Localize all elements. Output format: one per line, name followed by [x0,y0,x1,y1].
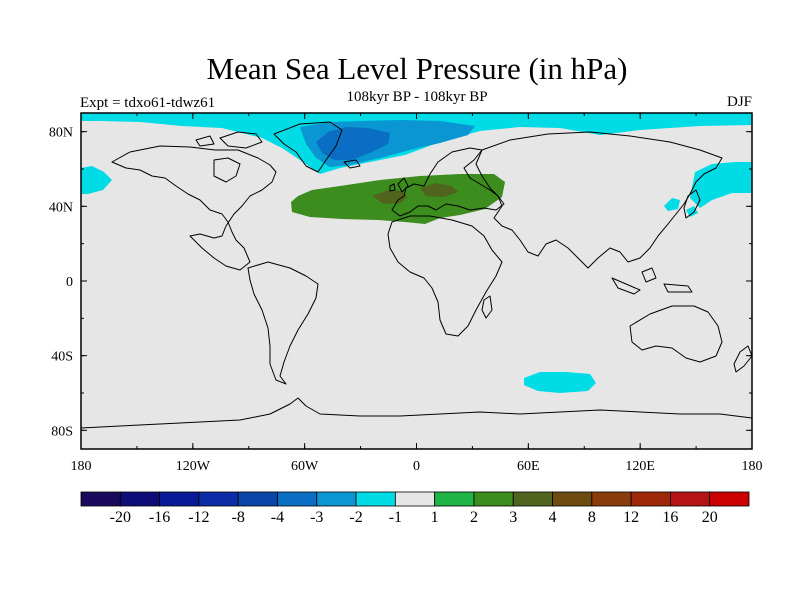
colorbar-label: -3 [310,509,323,526]
colorbar-swatch [591,491,632,507]
colorbar-swatch [277,491,318,507]
coastline-british-isles [389,177,409,193]
colorbar-label: -2 [349,509,362,526]
colorbar-label: -20 [110,509,131,526]
lat-tick-label: 80N [49,126,73,141]
coastline-madagascar [481,295,493,319]
colorbar-label: -8 [232,509,245,526]
axis-ticks: 80N 40N 0 40S 80S 180 120W 60W 0 60E 120E 180 [49,113,763,474]
colorbar-label: 20 [702,509,718,526]
colorbar-label: -4 [271,509,284,526]
colorbar-swatch [630,491,671,507]
north-pacific-negative [686,206,698,217]
colorbar-label: 4 [549,509,557,526]
lat-tick-label: 80S [51,424,73,439]
chart-title: Mean Sea Level Pressure (in hPa) [206,51,628,86]
lon-tick-label: 60E [517,459,540,474]
colorbar-swatch [80,491,121,507]
colorbar-swatch [512,491,553,507]
lon-tick-label: 120W [176,459,211,474]
coastline-greenland [273,121,343,173]
colorbar-label: -12 [188,509,209,526]
coastline-new-zealand [733,345,752,373]
colorbar-swatch [670,491,711,507]
europe-positive-core [420,183,458,197]
coastline-indonesia [611,267,693,295]
colorbar-swatch [473,491,514,507]
colorbar-label: 16 [662,509,678,526]
greenland-negative-core [316,127,390,160]
coastline-south-america [247,261,319,385]
colorbar-swatch [709,491,750,507]
colorbar-swatch [552,491,593,507]
coastline-arctic-islands [195,131,263,149]
north-pacific-negative [664,198,680,211]
coastline-north-america [111,145,277,271]
colorbar-swatch [394,491,436,507]
coastline-japan [683,189,701,219]
chart-subtitle: 108kyr BP - 108kyr BP [346,89,488,105]
coastline-europe [391,147,505,217]
lat-tick-label: 0 [66,275,73,290]
colorbar: -20 -16 -12 -8 -4 -3 -2 -1 1 2 3 4 8 12 16 20 [80,491,750,526]
coastlines [81,121,752,429]
lon-tick-label: 0 [413,459,420,474]
lon-tick-label: 180 [71,459,92,474]
colorbar-label: -16 [149,509,170,526]
season-label: DJF [726,94,752,110]
colorbar-label: 1 [431,509,439,526]
lat-tick-label: 40N [49,200,73,215]
lon-tick-label: 120E [625,459,655,474]
colorbar-swatch [434,491,475,507]
coastline-asia [475,131,723,269]
coastline-iceland [343,159,361,169]
colorbar-swatch [237,491,278,507]
southern-indian-ocean-negative [524,372,596,393]
colorbar-label: 2 [470,509,478,526]
colorbar-swatch [159,491,200,507]
lon-tick-label: 60W [291,459,319,474]
north-pacific-negative [81,166,112,194]
colorbar-swatch [316,491,357,507]
lon-tick-label: 180 [742,459,763,474]
lat-tick-label: 40S [51,350,73,365]
coastline-antarctica [81,397,752,429]
colorbar-swatch [119,491,160,507]
colorbar-label: -1 [389,509,402,526]
coastline-australia [629,305,723,363]
experiment-label: Expt = tdxo61-tdwz61 [80,95,216,111]
coastline-africa [387,215,503,337]
colorbar-label: 12 [623,509,639,526]
colorbar-swatch [355,491,396,507]
colorbar-label: 3 [509,509,517,526]
coastline-hudson-bay [213,157,241,183]
europe-positive-core [372,190,408,204]
colorbar-swatch [198,491,239,507]
colorbar-label: 8 [588,509,596,526]
map-background [81,113,752,449]
